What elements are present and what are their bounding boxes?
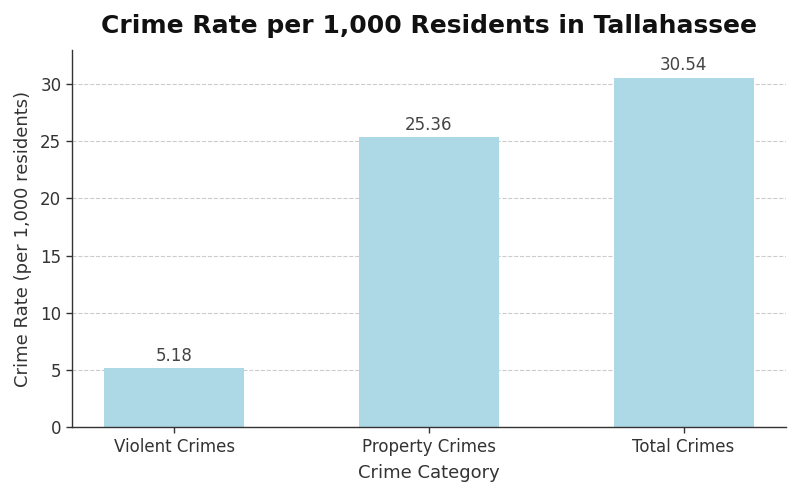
Text: 5.18: 5.18 bbox=[156, 347, 193, 365]
Bar bbox=[104, 368, 244, 428]
Bar bbox=[359, 137, 499, 428]
Text: 30.54: 30.54 bbox=[660, 56, 707, 74]
Text: 25.36: 25.36 bbox=[405, 116, 453, 133]
Bar bbox=[614, 78, 754, 428]
X-axis label: Crime Category: Crime Category bbox=[358, 464, 500, 482]
Y-axis label: Crime Rate (per 1,000 residents): Crime Rate (per 1,000 residents) bbox=[14, 90, 32, 386]
Title: Crime Rate per 1,000 Residents in Tallahassee: Crime Rate per 1,000 Residents in Tallah… bbox=[101, 14, 757, 38]
